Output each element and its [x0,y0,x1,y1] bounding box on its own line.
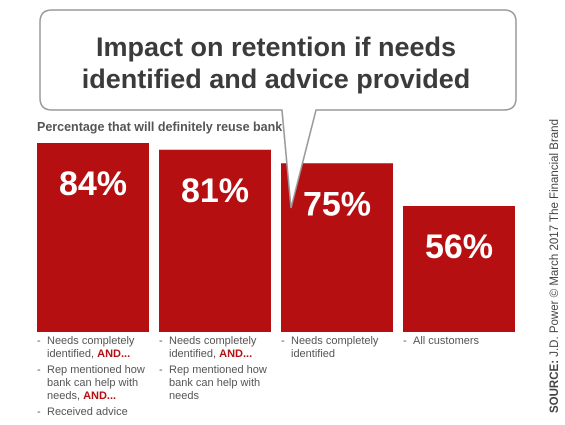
category-note-3: - Needs completely identified [281,335,399,364]
category-note-item: - Received advice [37,406,128,418]
category-note-item: - Needs completely identified, AND... [159,335,257,360]
bar-value-label-2: 81% [181,172,249,210]
category-note-item: - Needs completely identified [281,335,379,360]
source-credit: SOURCE: J.D. Power © March 2017 The Fina… [549,119,561,413]
bar-3 [281,163,393,332]
source-text: J.D. Power © March 2017 The Financial Br… [549,119,561,360]
bar-value-label-4: 56% [425,228,493,266]
bar-value-label-3: 75% [303,185,371,223]
and-emphasis: AND... [219,348,253,360]
source-label: SOURCE: [549,359,561,413]
bar-4 [403,206,515,332]
category-note-4: - All customers [403,335,521,351]
category-note-2: - Needs completely identified, AND... - Rep… [159,335,277,406]
category-note-item: - Rep mentioned how bank can help with ne… [159,364,267,402]
and-emphasis: AND... [97,348,131,360]
chart-title-line-2: identified and advice provided [81,64,471,94]
bar-1 [37,143,149,332]
category-note-1: - Needs completely identified, AND... - Rep… [37,335,155,422]
category-note-item: - Needs completely identified, AND... [37,335,135,360]
chart-title-line-1: Impact on retention if needs [95,32,457,62]
and-emphasis: AND... [83,390,117,402]
category-note-item: - All customers [403,335,480,347]
bar-value-label-1: 84% [59,165,127,203]
chart-subtitle: Percentage that will definitely reuse ba… [37,120,283,134]
category-note-item: - Rep mentioned how bank can help with ne… [37,364,145,402]
bubble-tail [281,109,317,209]
bar-2 [159,149,271,332]
